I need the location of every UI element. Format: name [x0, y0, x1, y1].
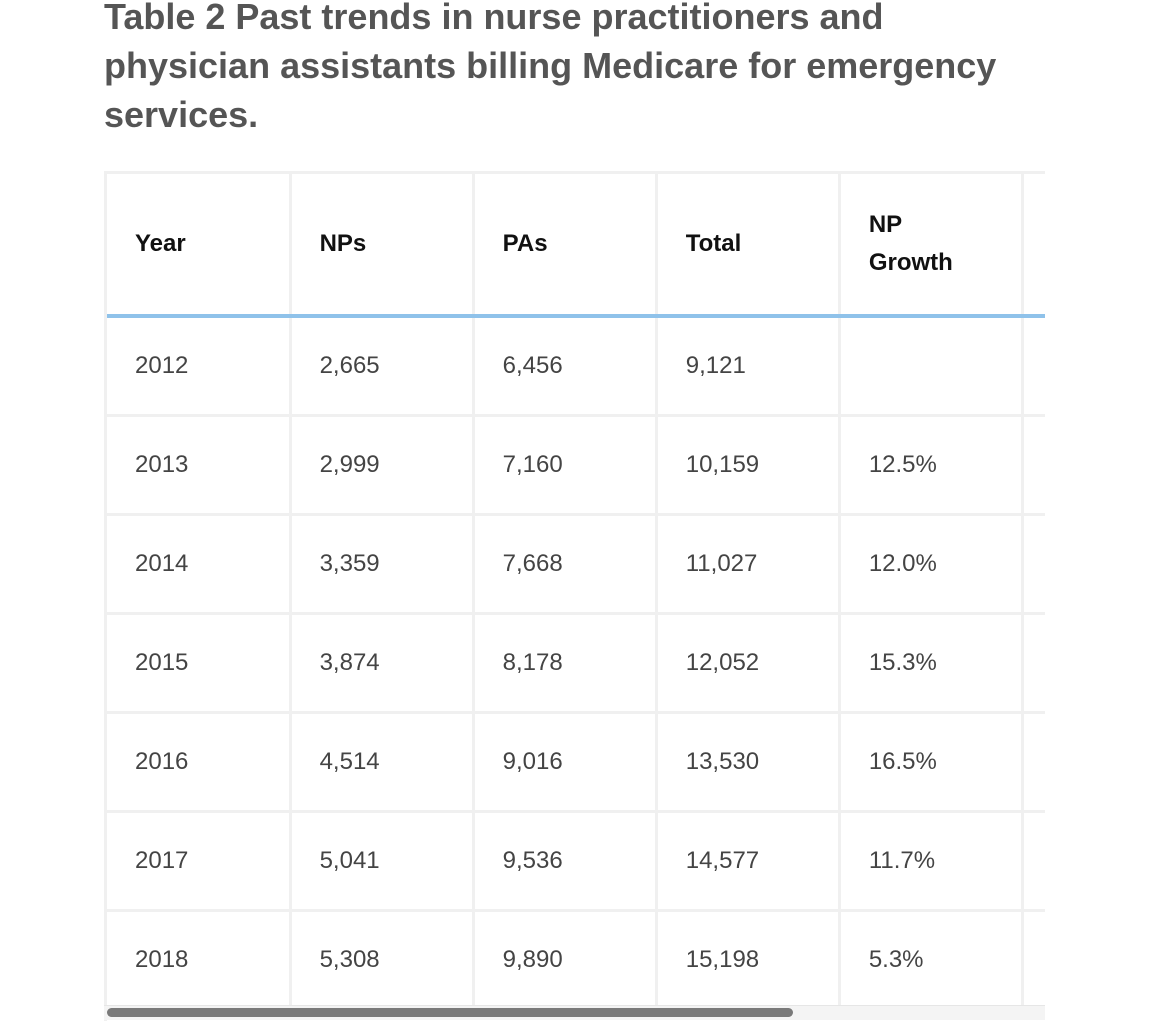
table-row: 2016 4,514 9,016 13,530 16.5% [107, 712, 1045, 813]
header-row: Year NPs PAs Total NP Growth [107, 174, 1045, 318]
column-header: NP Growth [839, 174, 1024, 318]
table-cell: 2,999 [290, 415, 475, 516]
table-cell: 9,121 [656, 316, 841, 417]
column-header [1022, 174, 1045, 318]
scrollbar-thumb[interactable] [107, 1008, 793, 1017]
table-cell: 7,160 [473, 415, 658, 516]
table-cell [839, 316, 1024, 417]
table-cell: 9,016 [473, 712, 658, 813]
table-cell: 12,052 [656, 613, 841, 714]
table-cell: 2014 [107, 514, 292, 615]
data-table: Year NPs PAs Total NP Growth 2012 2,665 6,456 9,… [107, 174, 1045, 1011]
table-row: 2015 3,874 8,178 12,052 15.3% [107, 613, 1045, 714]
table-row: 2013 2,999 7,160 10,159 12.5% [107, 415, 1045, 516]
table-cell: 16.5% [839, 712, 1024, 813]
table-cell: 2018 [107, 910, 292, 1011]
table-cell: 3,874 [290, 613, 475, 714]
table-cell: 2017 [107, 811, 292, 912]
table-row: 2014 3,359 7,668 11,027 12.0% [107, 514, 1045, 615]
table-cell [1022, 910, 1045, 1011]
horizontal-scrollbar[interactable] [104, 1005, 1045, 1020]
table-cell: 6,456 [473, 316, 658, 417]
table-cell: 13,530 [656, 712, 841, 813]
table-cell: 11,027 [656, 514, 841, 615]
table-cell: 2013 [107, 415, 292, 516]
table-title: Table 2 Past trends in nurse practitione… [104, 0, 997, 135]
column-header: PAs [473, 174, 658, 318]
table-cell: 2,665 [290, 316, 475, 417]
table-cell: 9,890 [473, 910, 658, 1011]
table-cell: 10,159 [656, 415, 841, 516]
table-cell: 5.3% [839, 910, 1024, 1011]
column-header: Year [107, 174, 292, 318]
table-cell: 3,359 [290, 514, 475, 615]
table-cell [1022, 712, 1045, 813]
table-scroll-container[interactable]: Year NPs PAs Total NP Growth 2012 2,665 6,456 9,… [104, 171, 1045, 1021]
table-cell: 7,668 [473, 514, 658, 615]
table-cell [1022, 316, 1045, 417]
table-cell: 15.3% [839, 613, 1024, 714]
table-row: 2012 2,665 6,456 9,121 [107, 316, 1045, 417]
column-header: Total [656, 174, 841, 318]
table-row: 2017 5,041 9,536 14,577 11.7% [107, 811, 1045, 912]
column-header: NPs [290, 174, 475, 318]
table-cell: 12.0% [839, 514, 1024, 615]
table-cell [1022, 613, 1045, 714]
table-cell: 2012 [107, 316, 292, 417]
table-cell: 9,536 [473, 811, 658, 912]
table-cell: 11.7% [839, 811, 1024, 912]
table-cell: 8,178 [473, 613, 658, 714]
table-cell: 14,577 [656, 811, 841, 912]
table-cell: 15,198 [656, 910, 841, 1011]
table-cell [1022, 514, 1045, 615]
table-cell: 4,514 [290, 712, 475, 813]
table-cell [1022, 415, 1045, 516]
table-cell: 2016 [107, 712, 292, 813]
table-row: 2018 5,308 9,890 15,198 5.3% [107, 910, 1045, 1011]
table-cell [1022, 811, 1045, 912]
table-cell: 5,308 [290, 910, 475, 1011]
table-cell: 12.5% [839, 415, 1024, 516]
table-cell: 5,041 [290, 811, 475, 912]
table-cell: 2015 [107, 613, 292, 714]
